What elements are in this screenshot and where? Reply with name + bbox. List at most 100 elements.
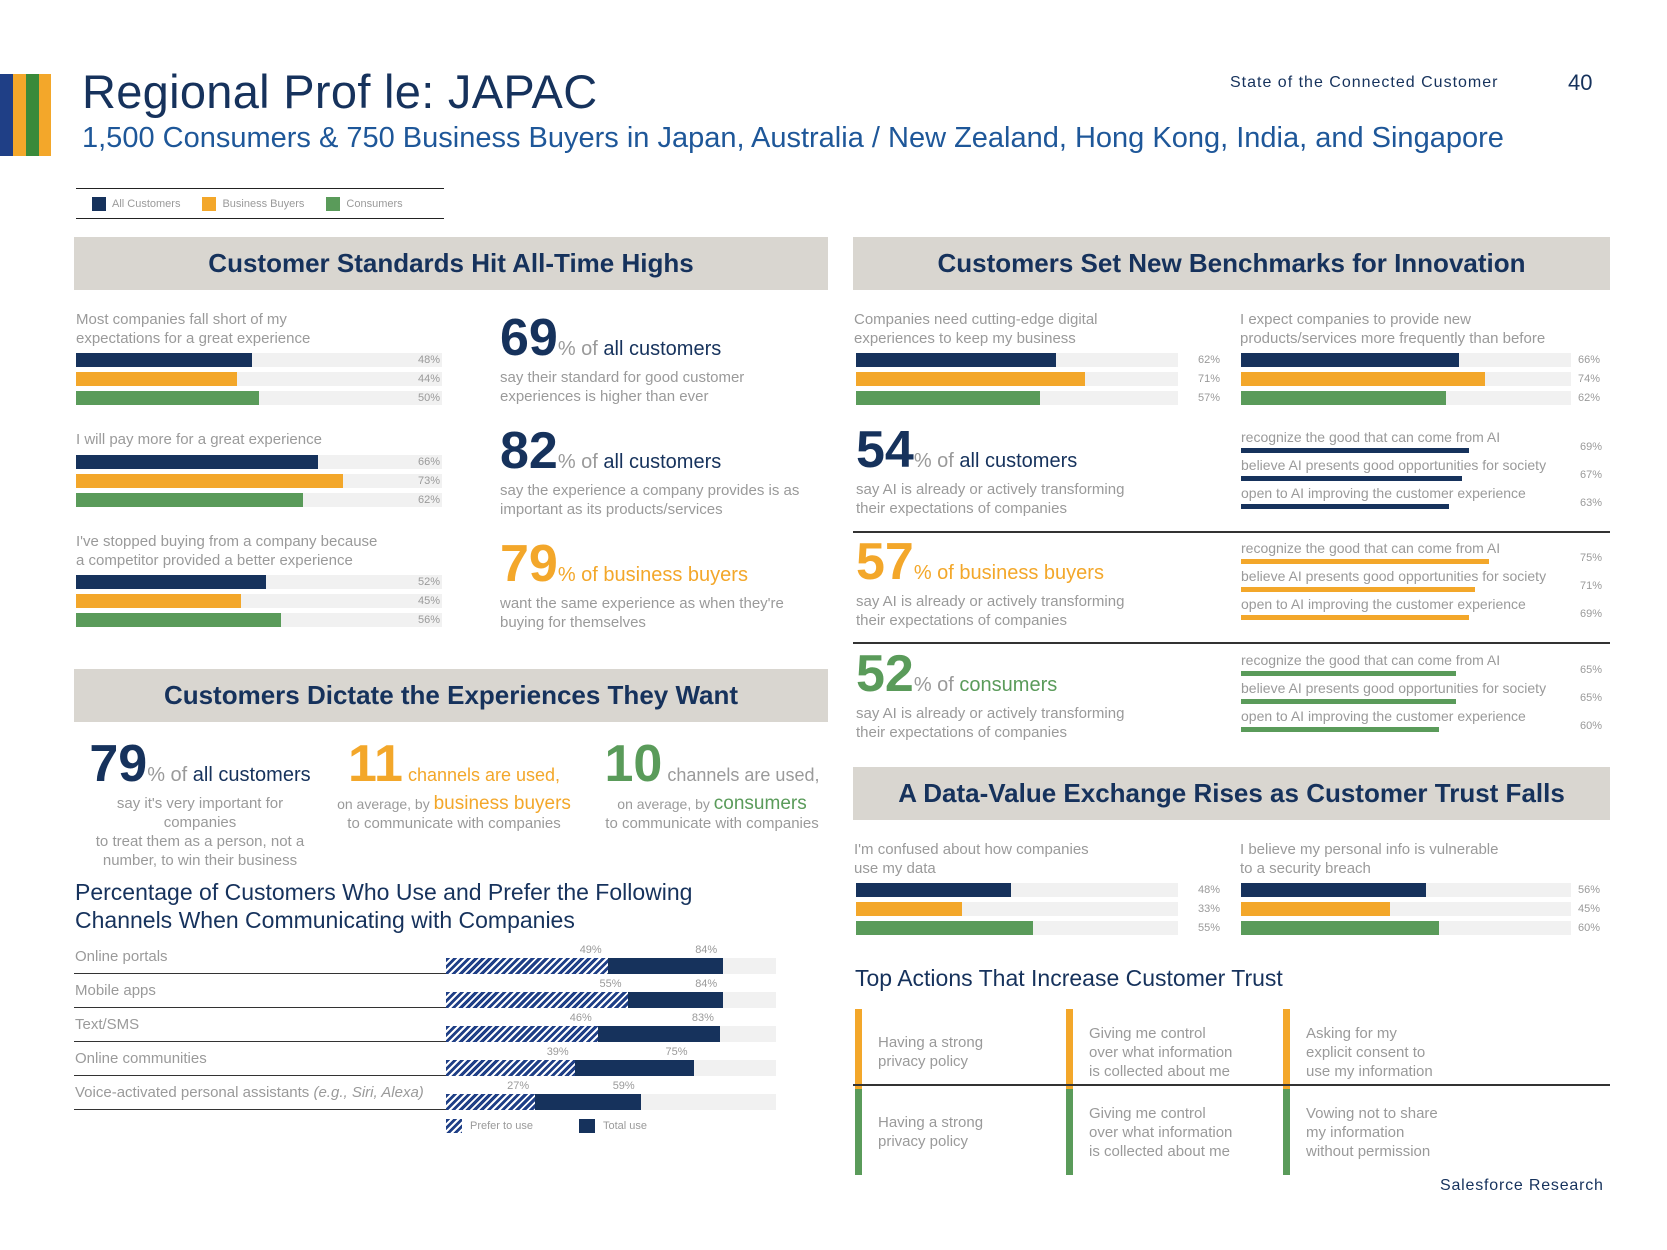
- stat-description: on average, by consumers to communicate …: [592, 794, 832, 833]
- trust-line: over what information: [1089, 1123, 1233, 1141]
- ai-stat-consumers: 52% of consumers say AI is already or ac…: [856, 648, 1124, 742]
- desc-line: say it's very important for companies: [116, 795, 284, 831]
- legend-swatch: [202, 196, 217, 211]
- desc-line: on average, by consumers: [592, 794, 832, 814]
- channels-legend: Prefer to use Total use: [446, 1119, 647, 1133]
- bar-value-label: 45%: [1577, 903, 1600, 915]
- trust-line: Having a strong: [878, 1034, 984, 1051]
- bar-business-buyers: [76, 372, 238, 386]
- channel-row-rule: [74, 1109, 446, 1110]
- bar-value-label: 73%: [417, 475, 440, 487]
- stat-of: % of: [557, 564, 604, 586]
- stat-82: 82% of all customers say the experience …: [500, 425, 799, 519]
- stat-of: % of: [147, 764, 193, 786]
- stat-number: 79: [89, 735, 148, 793]
- question-text: I'm confused about how companies use my …: [854, 840, 1089, 878]
- stat-headline: 54% of all customers: [856, 424, 1124, 476]
- bar-track: [76, 575, 442, 589]
- brand-stripe-blue: [0, 74, 13, 156]
- question-line: I expect companies to provide new: [1240, 311, 1471, 328]
- channel-prefer-bar: [446, 992, 628, 1008]
- legend-label: Total use: [602, 1120, 648, 1132]
- ai-item-pct: 65%: [1580, 692, 1603, 704]
- legend-item-business-buyers: Business Buyers: [202, 196, 305, 211]
- bar-all-customers: [856, 883, 1011, 897]
- stat-69: 69% of all customers say their standard …: [500, 312, 744, 406]
- legend-label: Business Buyers: [222, 197, 305, 210]
- bar-value-label: 48%: [417, 354, 440, 366]
- channel-label: Voice-activated personal assistants (e.g…: [75, 1084, 424, 1101]
- desc-line: their expectations of companies: [856, 500, 1067, 517]
- desc-line: their expectations of companies: [856, 612, 1067, 629]
- ai-item-label: open to AI improving the customer experi…: [1241, 596, 1526, 612]
- bar-all-customers: [76, 575, 267, 589]
- stat-of: % of: [913, 450, 960, 472]
- stat-description: say AI is already or actively transformi…: [856, 704, 1124, 742]
- page-subtitle: 1,500 Consumers & 750 Business Buyers in…: [82, 122, 1504, 154]
- bar-value-label: 33%: [1197, 903, 1220, 915]
- divider: [853, 642, 1610, 644]
- trust-line: use my information: [1306, 1062, 1433, 1080]
- bar-track: [76, 493, 442, 507]
- bar-consumers: [856, 391, 1040, 405]
- stat-who: business buyers: [433, 793, 571, 814]
- ai-item-bar: [1241, 504, 1449, 509]
- trust-line: over what information: [1089, 1043, 1233, 1061]
- channel-total-label: 83%: [691, 1012, 714, 1024]
- bar-track: [76, 594, 442, 608]
- bar-value-label: 48%: [1197, 884, 1220, 896]
- ai-item-bar: [1241, 587, 1476, 592]
- bar-value-label: 62%: [1197, 354, 1220, 366]
- stat-headline: 69% of all customers: [500, 312, 744, 364]
- ai-item-bar: [1241, 476, 1463, 481]
- ai-item-label: believe AI presents good opportunities f…: [1241, 568, 1547, 584]
- channel-prefer-bar: [446, 1060, 575, 1076]
- question-line: I believe my personal info is vulnerable: [1240, 841, 1499, 858]
- stat-who: all customers: [959, 450, 1078, 472]
- channel-prefer-label: 55%: [599, 978, 622, 990]
- bar-all-customers: [76, 353, 252, 367]
- bar-consumers: [856, 921, 1034, 935]
- stat-headline: 79% of business buyers: [500, 538, 784, 590]
- stat-description: say AI is already or actively transformi…: [856, 480, 1124, 518]
- bar-track: [76, 613, 442, 627]
- stat-suffix: channels are used,: [662, 765, 820, 785]
- desc-line: say AI is already or actively transformi…: [856, 481, 1125, 498]
- stat-description: say it's very important for companies to…: [80, 794, 320, 870]
- channel-prefer-label: 39%: [546, 1046, 569, 1058]
- stat-number: 10: [604, 735, 663, 793]
- stat-description: say the experience a company provides is…: [500, 481, 799, 519]
- desc-line: important as its products/services: [500, 501, 723, 518]
- legend-swatch: [326, 196, 341, 211]
- stat-number: 52: [856, 645, 914, 703]
- bar-consumers: [1241, 921, 1439, 935]
- bar-all-customers: [76, 455, 318, 469]
- exp-stat-11: 11 channels are used, on average, by bus…: [334, 738, 574, 833]
- stat-who: consumers: [959, 674, 1058, 696]
- legend-item-prefer: Prefer to use: [446, 1119, 533, 1133]
- brand-stripe-gold: [13, 74, 26, 156]
- trust-text: Asking for my explicit consent to use my…: [1306, 1024, 1433, 1081]
- ai-item-bar: [1241, 559, 1489, 564]
- trust-line: without permission: [1306, 1142, 1431, 1160]
- trust-text: Having a strong privacy policy: [878, 1113, 983, 1151]
- stat-number: 11: [347, 735, 403, 793]
- trust-line: my information: [1306, 1123, 1405, 1141]
- stat-who: all customers: [603, 338, 722, 360]
- trust-line: explicit consent to: [1306, 1043, 1426, 1061]
- bar-value-label: 57%: [1197, 392, 1220, 404]
- stat-of: % of: [557, 338, 604, 360]
- ai-item-bar: [1241, 699, 1456, 704]
- ai-item-label: believe AI presents good opportunities f…: [1241, 457, 1547, 473]
- legend-item-all-customers: All Customers: [92, 196, 180, 211]
- channel-row-rule: [74, 1075, 446, 1076]
- question-text: I believe my personal info is vulnerable…: [1240, 840, 1498, 878]
- question-text: Most companies fall short of my expectat…: [76, 310, 310, 348]
- desc-line: to communicate with companies: [605, 815, 819, 832]
- channel-label: Online portals: [75, 948, 168, 965]
- legend-swatch: [92, 196, 106, 211]
- stat-number: 82: [500, 422, 558, 480]
- bar-all-customers: [856, 353, 1056, 367]
- question-text: I've stopped buying from a company becau…: [76, 532, 377, 570]
- ai-item-pct: 69%: [1580, 441, 1603, 453]
